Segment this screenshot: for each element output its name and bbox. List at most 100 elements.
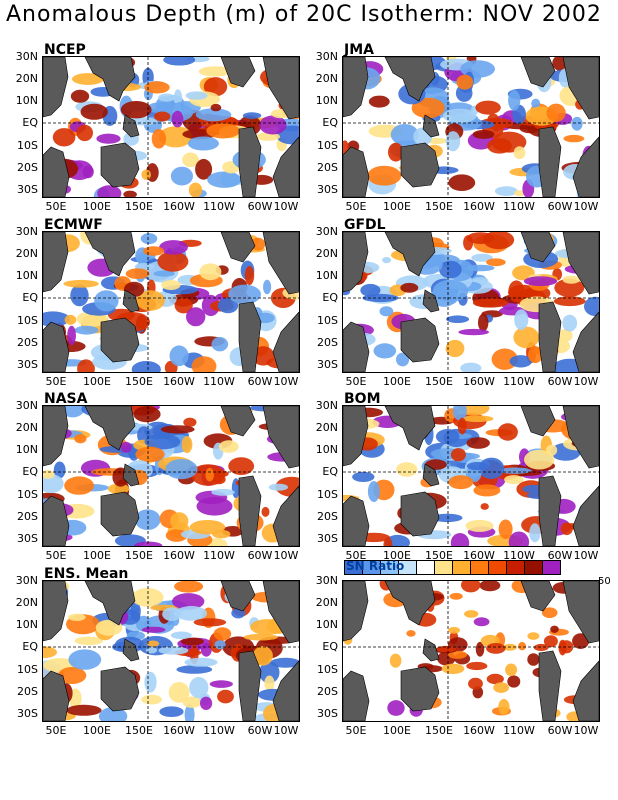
land-mask	[220, 406, 256, 437]
lon-tick-label: 110W	[503, 724, 535, 737]
lon-tick-label: 150E	[125, 724, 153, 737]
lat-tick-label: 30N	[15, 399, 38, 412]
land-mask	[262, 57, 299, 120]
lon-tick-label: 160W	[463, 724, 495, 737]
land-mask	[43, 581, 69, 642]
lon-tick-label: 100E	[383, 724, 411, 737]
land-mask	[220, 581, 256, 612]
land-mask	[84, 581, 136, 626]
lon-tick-label: 10W	[273, 724, 299, 737]
map-panel-6: ENS. Mean 30N 20N 10N EQ 10S 20S 30S 50E 100E 150E…	[0, 566, 300, 738]
lat-tick-label: 20S	[17, 336, 38, 349]
land-mask	[262, 581, 299, 644]
lat-tick-label: 20N	[315, 596, 338, 609]
lat-tick-label: 20N	[315, 247, 338, 260]
land-mask	[343, 406, 369, 467]
land-mask	[43, 670, 70, 721]
lat-tick-label: 30N	[315, 50, 338, 63]
lon-tick-label: 10W	[273, 375, 299, 388]
map-panel-2: ECMWF 30N 20N 10N EQ 10S 20S 30S 50E 100E 150E 160W…	[0, 217, 300, 389]
sn-ratio-colorbar	[344, 560, 561, 575]
lat-tick-label: 30N	[315, 399, 338, 412]
lat-tick-label: 20S	[17, 685, 38, 698]
lat-tick-label: 10S	[317, 139, 338, 152]
lat-tick-label: 30S	[317, 707, 338, 720]
map-frame	[342, 405, 600, 547]
lon-tick-label: 60W	[247, 375, 273, 388]
lat-tick-label: 30N	[15, 225, 38, 238]
land-mask	[43, 146, 70, 197]
map-frame	[42, 56, 300, 198]
lon-tick-label: 100E	[83, 375, 111, 388]
land-mask	[343, 495, 370, 546]
lat-tick-label: 10S	[17, 488, 38, 501]
panel-title: NASA	[44, 391, 88, 407]
lon-tick-label: 10W	[573, 724, 599, 737]
lon-tick-label: 160W	[163, 200, 195, 213]
map-panel-4: NASA 30N 20N 10N EQ 10S 20S 30S 50E 100E 150E 160W 1…	[0, 391, 300, 563]
land-mask	[538, 650, 562, 721]
sn-ratio-label: SN Ratio	[346, 559, 405, 573]
lon-tick-label: 150E	[425, 200, 453, 213]
lat-tick-label: 20N	[15, 421, 38, 434]
land-mask	[520, 581, 556, 612]
map-panel-1: JMA 30N 20N 10N EQ 10S 20S 30S 50E 100E 150E 160W 11…	[300, 42, 600, 214]
land-mask	[238, 650, 262, 721]
land-mask	[520, 57, 556, 88]
land-mask	[238, 475, 262, 546]
anomaly-field	[43, 232, 299, 372]
lon-tick-label: 160W	[463, 375, 495, 388]
lon-tick-label: 100E	[383, 549, 411, 562]
colorbar-swatch	[434, 560, 453, 575]
lon-tick-label: 60W	[247, 200, 273, 213]
land-mask	[343, 232, 369, 293]
lat-tick-label: 10N	[15, 443, 38, 456]
lat-tick-label: EQ	[322, 640, 338, 653]
lon-tick-label: 50E	[45, 724, 67, 737]
land-mask	[562, 581, 599, 644]
land-mask	[122, 289, 140, 313]
land-mask	[422, 114, 440, 138]
land-mask	[572, 311, 599, 372]
panel-title: BOM	[344, 391, 381, 407]
lon-tick-label: 50E	[45, 200, 67, 213]
colorbar-swatch	[416, 560, 435, 575]
colorbar-swatch	[488, 560, 507, 575]
land-mask	[100, 491, 140, 537]
land-mask	[400, 491, 440, 537]
land-mask	[220, 232, 256, 263]
land-mask	[422, 638, 440, 662]
lon-tick-label: 110W	[203, 200, 235, 213]
lat-tick-label: 20N	[15, 72, 38, 85]
lat-tick-label: 30S	[17, 532, 38, 545]
land-mask	[562, 232, 599, 295]
lat-tick-label: EQ	[22, 291, 38, 304]
map-frame	[42, 231, 300, 373]
land-mask	[400, 142, 440, 188]
land-mask	[122, 463, 140, 487]
lon-tick-label: 150E	[425, 549, 453, 562]
land-mask	[384, 581, 436, 626]
lon-tick-label: 160W	[463, 549, 495, 562]
land-mask	[238, 126, 262, 197]
sn-ratio-max-label: 50	[598, 576, 611, 587]
land-mask	[100, 317, 140, 363]
land-mask	[43, 321, 70, 372]
map-panel-7: 30N 20N 10N EQ 10S 20S 30S 50E 100E 150E 160W 110W 6…	[300, 568, 600, 738]
anomaly-field	[343, 57, 599, 197]
lat-tick-label: 20N	[315, 72, 338, 85]
lon-tick-label: 50E	[345, 549, 367, 562]
lon-tick-label: 110W	[203, 375, 235, 388]
lon-tick-label: 160W	[163, 375, 195, 388]
land-mask	[122, 114, 140, 138]
lat-tick-label: 10S	[17, 663, 38, 676]
lon-tick-label: 60W	[547, 724, 573, 737]
panel-title: ENS. Mean	[44, 566, 129, 582]
land-mask	[520, 406, 556, 437]
lat-tick-label: EQ	[22, 465, 38, 478]
lat-tick-label: EQ	[322, 116, 338, 129]
lat-tick-label: 30S	[17, 707, 38, 720]
land-mask	[272, 485, 299, 546]
colorbar-swatch	[542, 560, 561, 575]
lon-tick-label: 50E	[345, 200, 367, 213]
